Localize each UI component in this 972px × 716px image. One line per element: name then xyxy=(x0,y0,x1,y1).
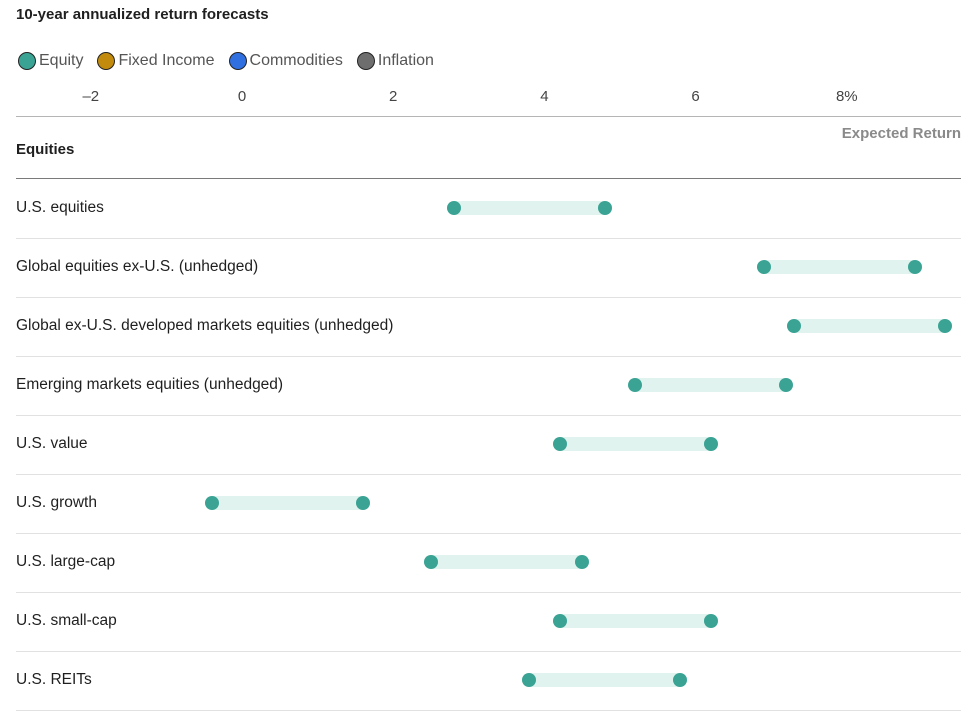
range-bar xyxy=(529,673,681,687)
table-row: Global equities ex-U.S. (unhedged) xyxy=(16,238,961,298)
range-low-point[interactable] xyxy=(446,201,461,215)
range-low-point[interactable] xyxy=(756,260,771,274)
range-bar xyxy=(559,614,711,628)
x-tick-label: 4 xyxy=(540,88,549,105)
range-bar xyxy=(793,319,946,333)
section-title: Equities xyxy=(16,141,75,158)
table-row: U.S. small-cap xyxy=(16,592,961,652)
row-label: Global ex-U.S. developed markets equitie… xyxy=(16,317,394,334)
table-row: U.S. REITs xyxy=(16,651,961,711)
row-label: U.S. value xyxy=(16,435,88,452)
range-bar xyxy=(211,496,363,510)
range-high-point[interactable] xyxy=(673,673,688,687)
x-axis-label: Expected Return xyxy=(841,125,961,142)
range-bar xyxy=(453,201,605,215)
range-high-point[interactable] xyxy=(703,614,718,628)
legend-item-inflation: Inflation xyxy=(356,52,434,70)
table-row: U.S. value xyxy=(16,415,961,475)
legend-label: Equity xyxy=(39,52,84,69)
legend-swatch xyxy=(18,52,36,70)
range-high-point[interactable] xyxy=(703,437,718,451)
row-label: U.S. growth xyxy=(16,494,97,511)
row-label: Emerging markets equities (unhedged) xyxy=(16,376,284,393)
legend-item-fixed-income: Fixed Income xyxy=(97,52,215,70)
range-low-point[interactable] xyxy=(552,614,567,628)
x-tick-label: 2 xyxy=(389,88,398,105)
legend-label: Inflation xyxy=(377,52,434,69)
range-high-point[interactable] xyxy=(938,319,953,333)
range-high-point[interactable] xyxy=(355,496,370,510)
range-bar xyxy=(635,378,787,392)
legend-swatch xyxy=(97,52,116,70)
legend-item-equity: Equity xyxy=(18,52,83,70)
row-label: U.S. small-cap xyxy=(16,612,117,629)
legend-swatch xyxy=(228,52,247,70)
legend: Equity Fixed Income Commodities Inflation xyxy=(18,52,448,70)
section-divider xyxy=(16,178,961,179)
range-bar xyxy=(559,437,711,451)
range-low-point[interactable] xyxy=(522,673,537,687)
range-low-point[interactable] xyxy=(424,555,438,569)
range-low-point[interactable] xyxy=(552,437,567,451)
legend-label: Fixed Income xyxy=(118,52,215,69)
table-row: U.S. equities xyxy=(16,179,961,239)
row-label: Global equities ex-U.S. (unhedged) xyxy=(16,258,259,275)
row-label: U.S. large-cap xyxy=(16,553,116,570)
legend-item-commodities: Commodities xyxy=(228,52,343,70)
table-row: U.S. growth xyxy=(16,474,961,534)
x-axis: –2 0 2 4 6 8% xyxy=(0,88,972,110)
chart-title: 10-year annualized return forecasts xyxy=(16,6,269,23)
range-high-point[interactable] xyxy=(907,260,922,274)
legend-label: Commodities xyxy=(249,52,343,69)
x-tick-label: –2 xyxy=(82,88,100,105)
axis-divider xyxy=(16,116,961,117)
range-high-point[interactable] xyxy=(779,378,794,392)
x-tick-label: 8% xyxy=(835,88,858,105)
range-low-point[interactable] xyxy=(786,319,801,333)
table-row: Emerging markets equities (unhedged) xyxy=(16,356,961,416)
range-high-point[interactable] xyxy=(597,201,612,215)
range-low-point[interactable] xyxy=(204,496,219,510)
range-low-point[interactable] xyxy=(628,378,643,392)
x-tick-label: 6 xyxy=(691,88,700,105)
table-row: U.S. large-cap xyxy=(16,533,961,593)
row-label: U.S. REITs xyxy=(16,671,92,688)
x-tick-label: 0 xyxy=(237,88,247,105)
range-bar xyxy=(763,260,915,274)
legend-swatch xyxy=(356,52,375,70)
range-bar xyxy=(431,555,583,569)
range-high-point[interactable] xyxy=(575,555,590,569)
table-row: Global ex-U.S. developed markets equitie… xyxy=(16,297,961,357)
row-label: U.S. equities xyxy=(16,199,104,216)
